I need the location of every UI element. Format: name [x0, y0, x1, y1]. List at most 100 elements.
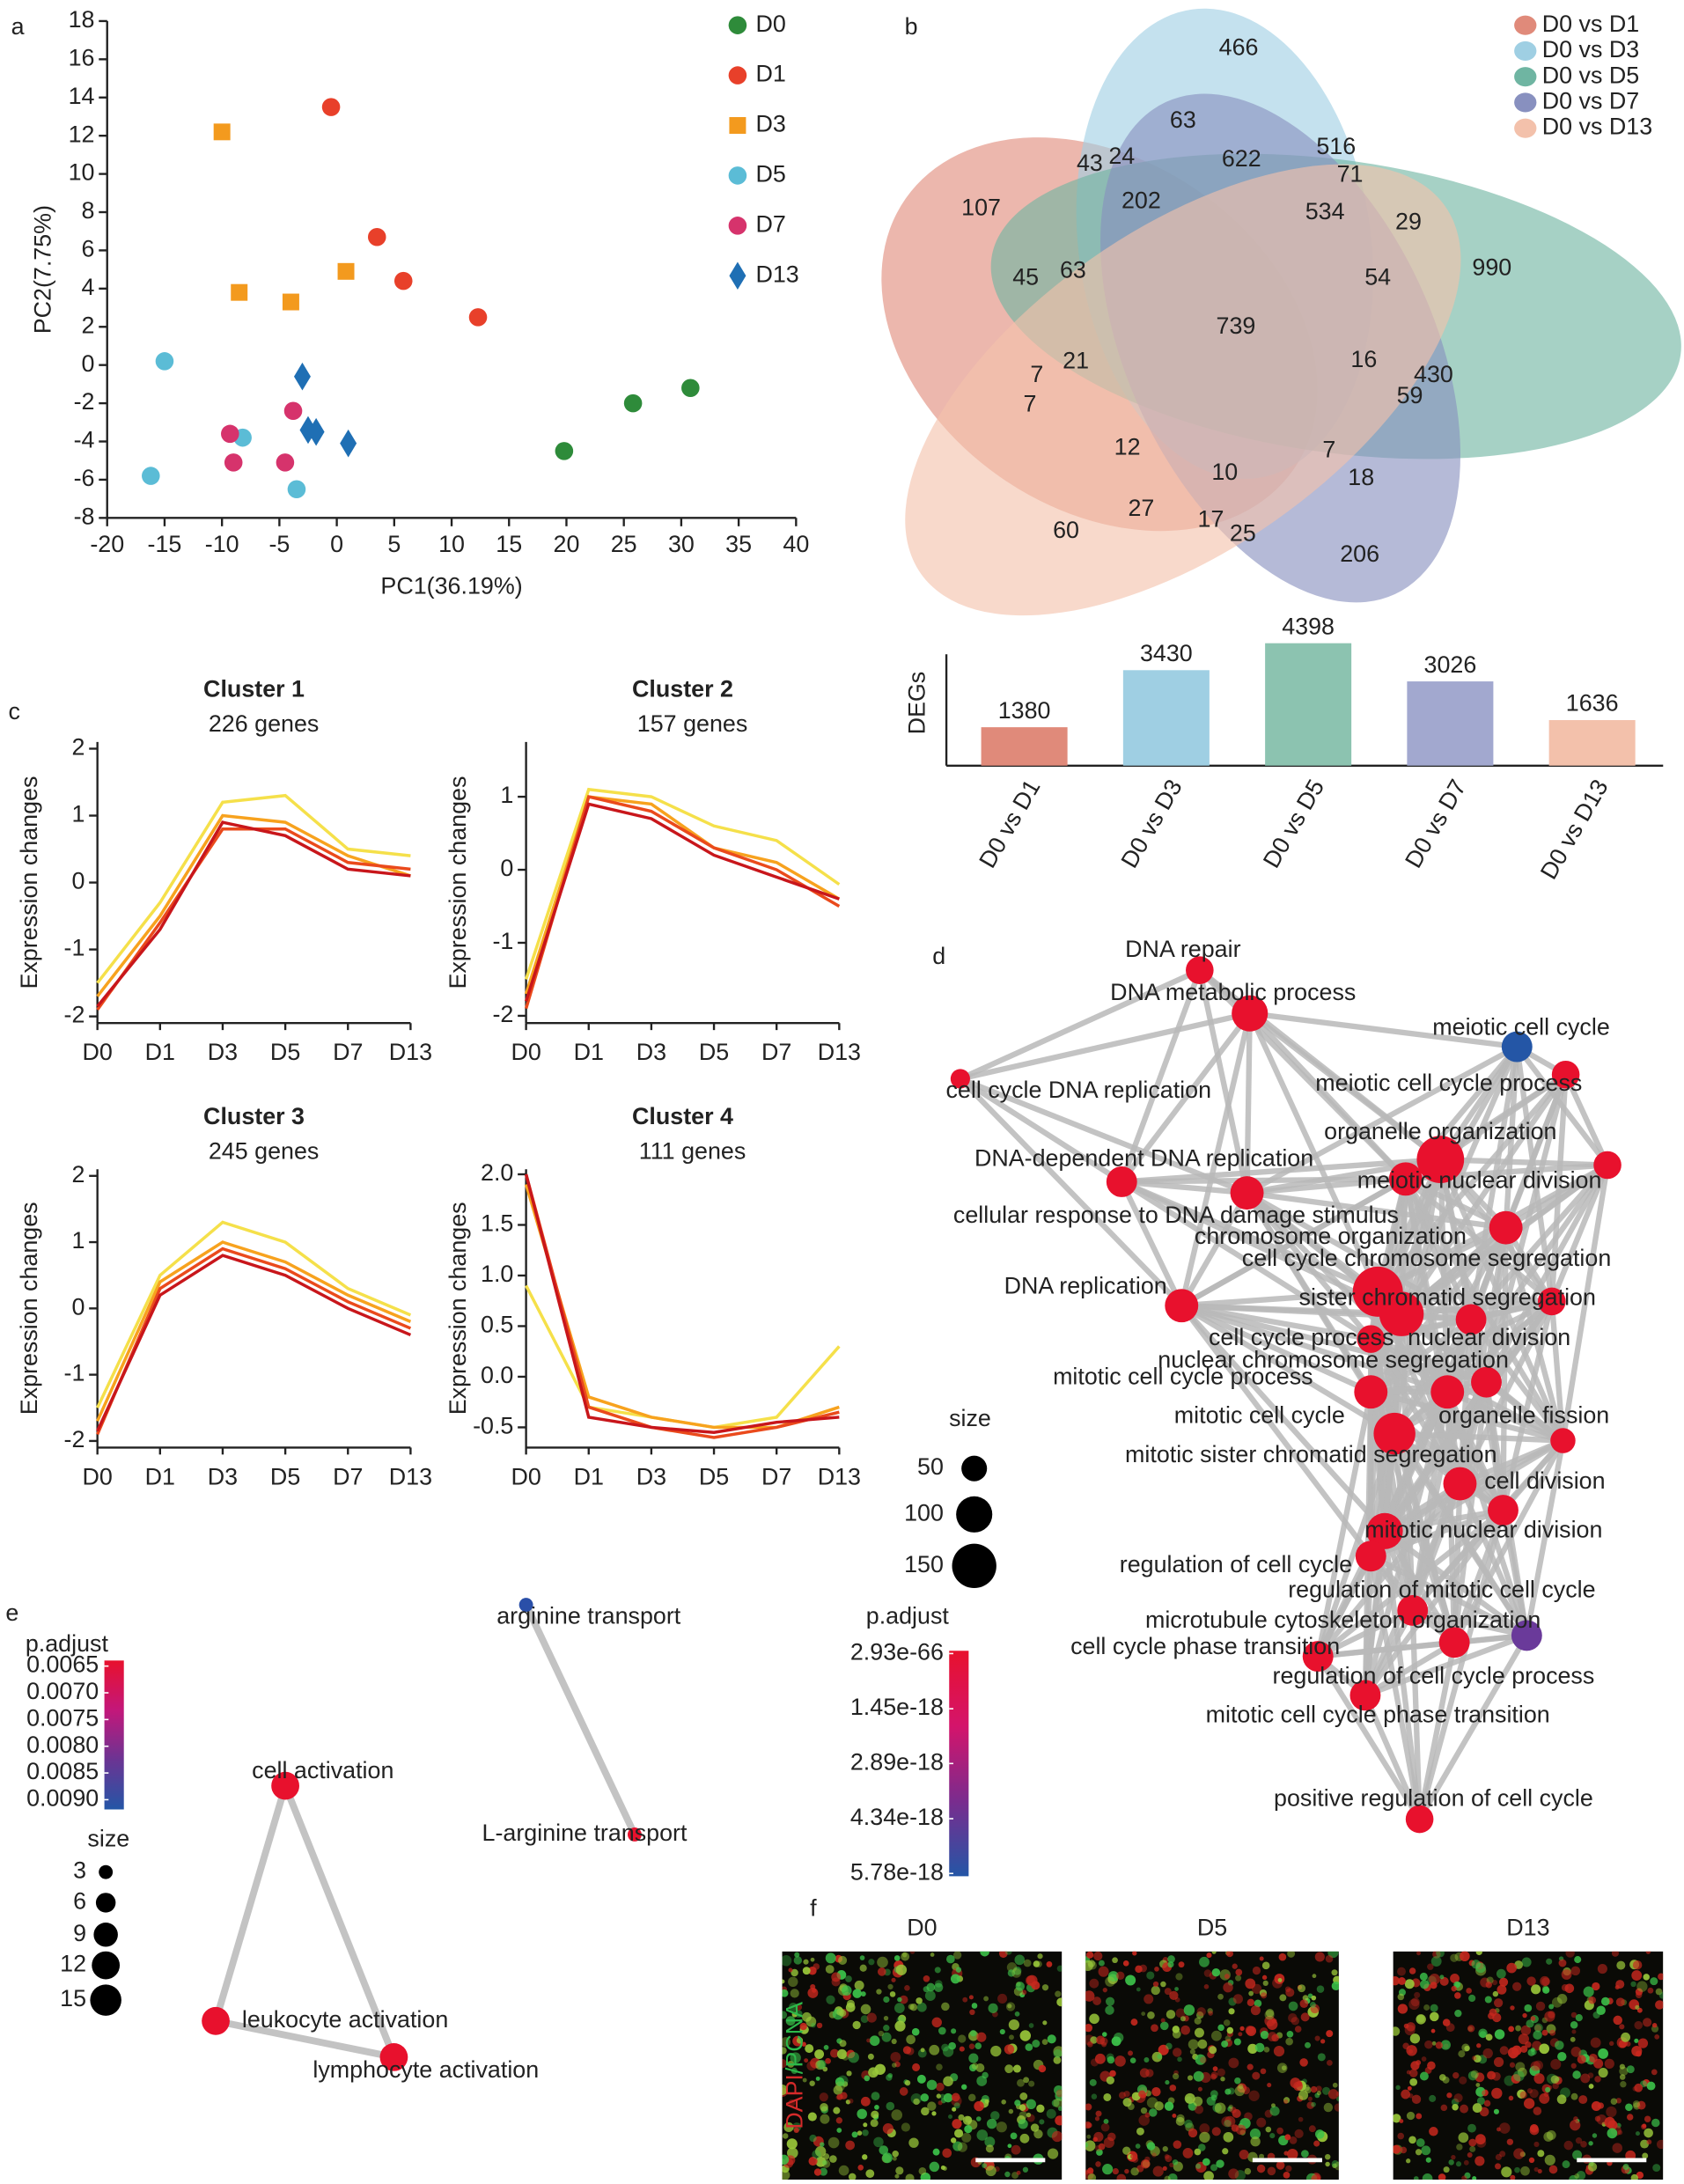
- cell: [974, 2100, 984, 2112]
- legend-label: D3: [755, 111, 785, 137]
- network-node: [1443, 1467, 1477, 1501]
- network-edge: [1484, 1379, 1565, 1444]
- cell: [1429, 2011, 1439, 2022]
- cell: [1491, 1979, 1498, 1986]
- cell: [1548, 2165, 1558, 2174]
- cell: [870, 2119, 879, 2128]
- cell: [1223, 2019, 1231, 2026]
- cell: [1317, 2053, 1326, 2062]
- cell: [1543, 2131, 1554, 2142]
- cell: [1520, 2045, 1528, 2054]
- cell: [838, 1955, 848, 1965]
- cell: [1206, 1952, 1212, 1959]
- cell: [1086, 2134, 1092, 2139]
- cell: [1588, 2053, 1598, 2063]
- cell: [1550, 2075, 1560, 2084]
- cell: [1570, 2020, 1578, 2029]
- network-edge: [212, 1784, 289, 2022]
- cell: [1439, 1974, 1445, 1980]
- cell: [1562, 2160, 1570, 2169]
- node-label: cell cycle chromosome segregation: [1242, 1245, 1612, 1271]
- x-tick-label: D5: [270, 1463, 300, 1489]
- cell: [1619, 2074, 1626, 2080]
- cell: [930, 1952, 935, 1957]
- cell: [1199, 1956, 1210, 1967]
- cell: [1299, 1999, 1309, 2008]
- cell: [1094, 2053, 1106, 2064]
- cell: [1056, 1965, 1063, 1972]
- cell: [1239, 2026, 1245, 2031]
- cell: [984, 2099, 989, 2104]
- cell: [1037, 1953, 1043, 1960]
- cell: [1136, 1987, 1141, 1992]
- cell: [1139, 2068, 1150, 2078]
- cell: [1312, 1974, 1317, 1979]
- cell: [1460, 2104, 1469, 2114]
- cell: [811, 2022, 816, 2028]
- cell: [791, 1968, 798, 1977]
- cell: [1438, 2173, 1446, 2180]
- venn-count: 430: [1414, 361, 1453, 387]
- y-tick-label: -6: [74, 465, 95, 491]
- cell: [1521, 1957, 1532, 1967]
- cell: [1012, 2064, 1021, 2073]
- cell: [1041, 1984, 1049, 1991]
- y-tick-label: 1.0: [481, 1261, 513, 1287]
- y-tick-label: 1: [71, 801, 85, 827]
- venn-count: 7: [1023, 390, 1036, 416]
- cell: [1580, 2073, 1591, 2084]
- cell: [976, 2129, 989, 2141]
- cell: [802, 1967, 811, 1975]
- cell: [1172, 2113, 1177, 2118]
- cell: [1085, 1990, 1095, 2002]
- cell: [1483, 2099, 1491, 2107]
- cell: [1157, 2054, 1163, 2060]
- cell: [1512, 1982, 1522, 1991]
- cell: [786, 2138, 798, 2150]
- value-label: 1380: [998, 697, 1051, 724]
- x-tick-label: D3: [636, 1463, 666, 1489]
- y-axis-label: Expression changes: [16, 1202, 42, 1415]
- cell: [1630, 2173, 1638, 2180]
- cell: [920, 2048, 925, 2053]
- venn-count: 29: [1395, 208, 1422, 234]
- cell: [1395, 2085, 1401, 2091]
- network-edge: [1121, 1157, 1441, 1185]
- y-tick-label: 12: [69, 121, 95, 147]
- cell: [1494, 1998, 1504, 2008]
- cell: [1194, 2105, 1204, 2114]
- cell: [1525, 2041, 1532, 2048]
- bar: [1407, 681, 1494, 766]
- cell: [1475, 2134, 1486, 2145]
- cell: [1520, 2166, 1530, 2176]
- venn-count: 45: [1012, 264, 1039, 290]
- venn-count: 54: [1364, 264, 1391, 290]
- value-label: 4398: [1282, 613, 1335, 639]
- cell: [831, 1972, 842, 1982]
- cell: [1617, 2129, 1623, 2136]
- cell: [926, 2079, 938, 2091]
- network-edge: [1180, 1303, 1372, 1395]
- cell: [1175, 2008, 1186, 2019]
- cell: [1057, 2106, 1063, 2112]
- cell: [1278, 1952, 1287, 1961]
- cell: [1452, 2103, 1459, 2111]
- point: [231, 283, 248, 301]
- cell: [1461, 2175, 1467, 2180]
- venn-count: 7: [1322, 437, 1335, 463]
- cell: [1014, 2011, 1020, 2017]
- cell: [1245, 2026, 1254, 2035]
- network-edge: [1315, 1555, 1374, 1658]
- cell: [833, 2107, 841, 2114]
- y-tick-label: 10: [69, 159, 95, 186]
- x-tick-label: D7: [761, 1039, 791, 1065]
- cell: [904, 2079, 911, 2086]
- cell: [918, 2167, 927, 2175]
- size-legend-marker: [961, 1455, 988, 1482]
- cell: [1053, 2046, 1063, 2057]
- cell: [1476, 2097, 1485, 2106]
- cell: [1427, 2061, 1436, 2070]
- cell: [968, 1995, 974, 2000]
- cell: [997, 1993, 1008, 2004]
- cell: [1209, 2046, 1217, 2055]
